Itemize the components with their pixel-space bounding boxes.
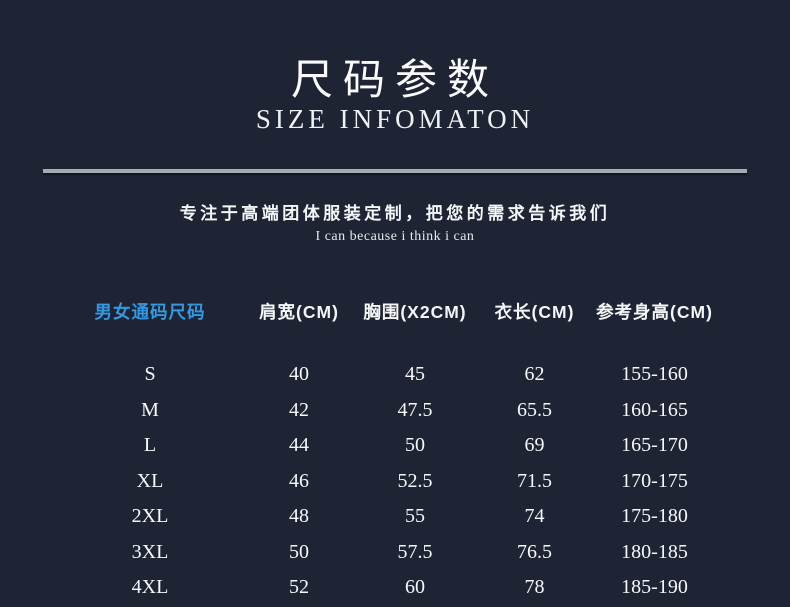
shoulder-value: 52: [289, 576, 309, 599]
size-table-body: S 40 45 62 155-160 M 42 47.5 65.5 160-16…: [55, 357, 735, 606]
shoulder-value: 50: [289, 540, 309, 563]
size-label: S: [144, 363, 156, 386]
shoulder-value: 48: [289, 505, 309, 528]
table-row: M 42 47.5 65.5 160-165: [55, 393, 735, 429]
length-value: 74: [524, 505, 545, 528]
size-label: L: [143, 434, 157, 457]
shoulder-value: 40: [289, 363, 309, 386]
size-label: M: [141, 398, 159, 421]
height-range-value: 175-180: [621, 505, 688, 528]
size-label: 2XL: [131, 505, 169, 528]
height-range-value: 170-175: [621, 469, 688, 492]
size-table: 男女通码尺码 肩宽(CM) 胸围(X2CM) 衣长(CM) 参考身高(CM) S…: [55, 296, 735, 606]
height-range-value: 155-160: [621, 363, 688, 386]
length-value: 78: [524, 576, 545, 599]
height-range-value: 165-170: [621, 434, 688, 457]
chest-value: 47.5: [397, 398, 433, 421]
length-value: 71.5: [517, 469, 552, 492]
column-header-height: 参考身高(CM): [596, 301, 713, 322]
page-title-chinese: 尺码参数: [290, 58, 499, 104]
chest-value: 57.5: [397, 540, 433, 563]
size-label: 4XL: [131, 576, 169, 599]
height-range-value: 185-190: [621, 576, 688, 599]
table-row: L 44 50 69 165-170: [55, 428, 735, 464]
column-header-shoulder: 肩宽(CM): [259, 301, 339, 322]
chest-value: 60: [405, 576, 425, 599]
height-range-value: 180-185: [621, 540, 688, 563]
size-label: 3XL: [131, 540, 169, 563]
length-value: 65.5: [517, 398, 552, 421]
column-header-chest: 胸围(X2CM): [363, 301, 467, 322]
shoulder-value: 46: [289, 469, 309, 492]
tagline-chinese: 专注于高端团体服装定制，把您的需求告诉我们: [179, 204, 611, 223]
shoulder-value: 44: [289, 434, 309, 457]
chest-value: 52.5: [397, 469, 433, 492]
table-row: S 40 45 62 155-160: [55, 357, 735, 393]
chest-value: 55: [405, 505, 425, 528]
length-value: 76.5: [517, 540, 552, 563]
table-row: 4XL 52 60 78 185-190: [55, 570, 735, 606]
chest-value: 45: [405, 363, 425, 386]
column-header-length: 衣长(CM): [494, 301, 575, 322]
size-table-header-row: 男女通码尺码 肩宽(CM) 胸围(X2CM) 衣长(CM) 参考身高(CM): [55, 296, 735, 326]
length-value: 62: [524, 363, 545, 386]
size-label: XL: [136, 469, 164, 492]
table-row: 2XL 48 55 74 175-180: [55, 499, 735, 535]
table-row: 3XL 50 57.5 76.5 180-185: [55, 535, 735, 571]
shoulder-value: 42: [289, 398, 309, 421]
height-range-value: 160-165: [621, 398, 688, 421]
divider-rule: [43, 169, 747, 173]
table-row: XL 46 52.5 71.5 170-175: [55, 464, 735, 500]
page-title-english: SIZE INFOMATON: [255, 104, 535, 134]
chest-value: 50: [405, 434, 425, 457]
length-value: 69: [524, 434, 545, 457]
column-header-size: 男女通码尺码: [94, 301, 206, 322]
tagline-english: I can because i think i can: [315, 229, 475, 244]
